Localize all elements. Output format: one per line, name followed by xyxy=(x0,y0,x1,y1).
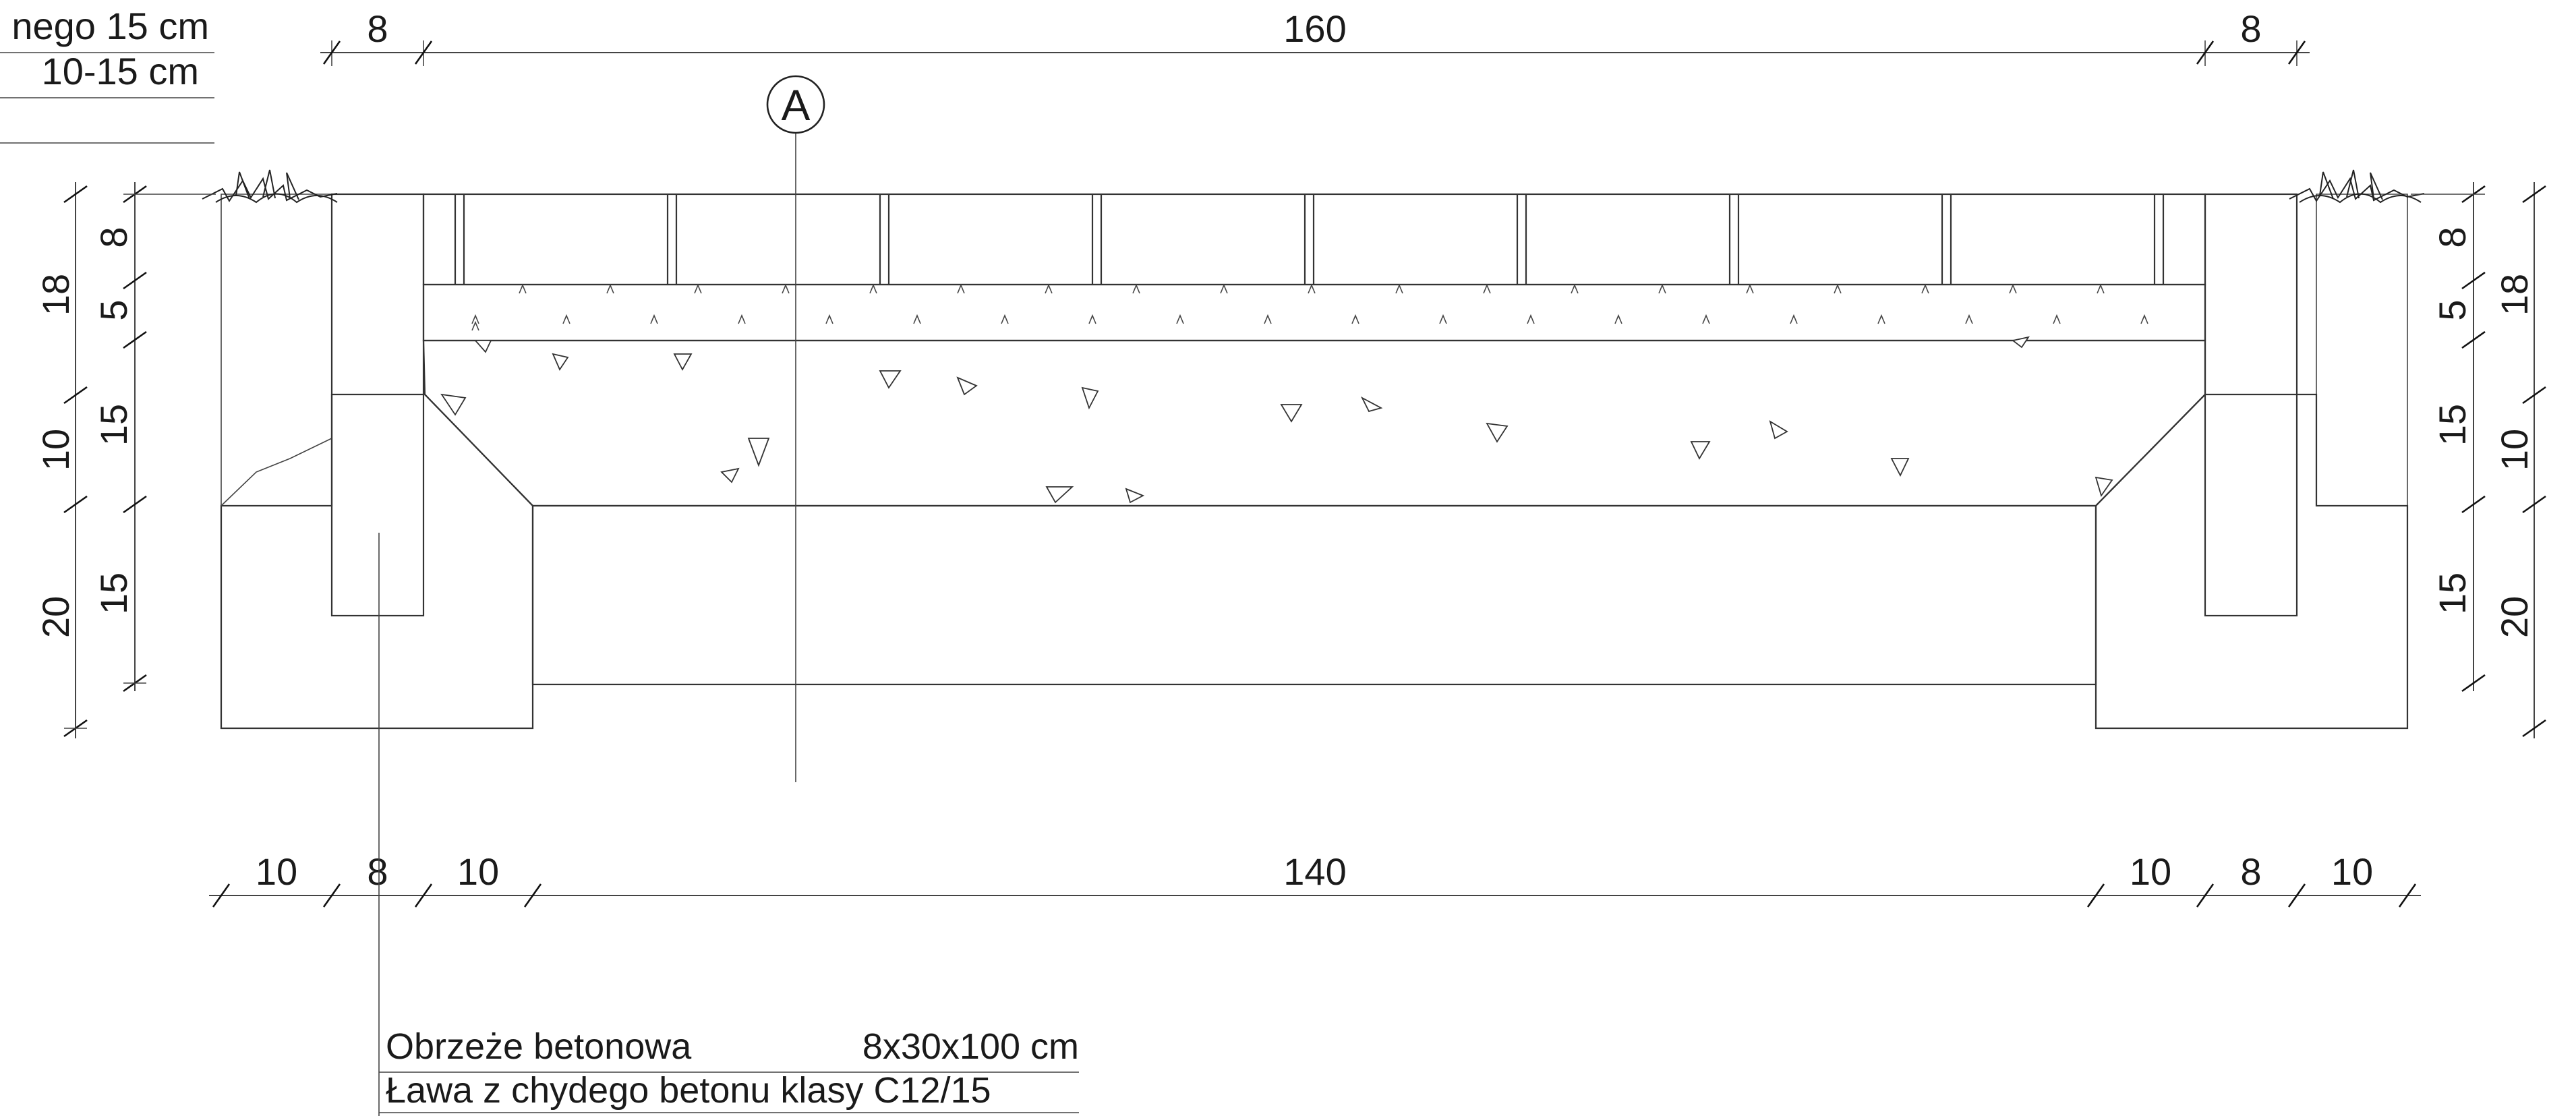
dim-left-outer-18: 18 xyxy=(34,274,77,316)
dim-left-outer-10: 10 xyxy=(34,429,77,471)
right-bench-fill xyxy=(2095,393,2409,730)
dim-bottom-1: 10 xyxy=(256,850,297,893)
dim-right-inner-15a: 15 xyxy=(2431,404,2473,446)
callout-bench: Ława z chydego betonu klasy C12/15 xyxy=(386,1070,991,1111)
aggregate-layer-fill xyxy=(422,339,2206,507)
section-body xyxy=(202,169,2425,730)
dimension-right: 8 5 15 15 18 10 20 xyxy=(2411,182,2546,738)
legend-top-left: nego 15 cm 10-15 cm xyxy=(0,5,214,144)
dim-right-inner-5: 5 xyxy=(2431,299,2473,320)
legend-row-2: 10-15 cm xyxy=(42,50,199,92)
dim-bottom-3: 10 xyxy=(457,850,499,893)
base-layer-fill xyxy=(531,504,2097,686)
callout-curb-name: Obrzeże betonowa xyxy=(386,1026,692,1067)
grass-right xyxy=(2289,169,2425,204)
dim-right-inner-15b: 15 xyxy=(2431,572,2473,614)
left-bench-fill xyxy=(220,393,534,730)
dim-top-left: 8 xyxy=(367,7,388,50)
bedding-marks xyxy=(471,283,2148,331)
dim-bottom-5: 10 xyxy=(2130,850,2171,893)
dim-bottom-7: 10 xyxy=(2331,850,2373,893)
dim-left-inner-8: 8 xyxy=(92,227,135,247)
dim-left-outer-20: 20 xyxy=(34,596,77,638)
dim-top-right: 8 xyxy=(2240,7,2261,50)
section-marker: A xyxy=(766,75,825,782)
dim-left-inner-15a: 15 xyxy=(92,404,135,446)
dim-bottom-4: 140 xyxy=(1283,850,1346,893)
left-soil-fill xyxy=(221,194,332,506)
dimension-left: 8 5 15 15 18 10 20 xyxy=(34,182,216,738)
section-marker-label: A xyxy=(782,81,811,129)
dim-bottom-6: 8 xyxy=(2240,850,2261,893)
dim-top-main: 160 xyxy=(1283,7,1346,50)
callout: Obrzeże betonowa 8x30x100 cm Ława z chyd… xyxy=(378,533,1079,1116)
dim-right-outer-20: 20 xyxy=(2493,596,2536,638)
grass-left xyxy=(202,169,338,204)
dim-left-inner-5: 5 xyxy=(92,299,135,320)
dim-right-outer-10: 10 xyxy=(2493,429,2536,471)
dim-left-inner-15b: 15 xyxy=(92,572,135,614)
dim-right-outer-18: 18 xyxy=(2493,274,2536,316)
dimension-top: 8 160 8 xyxy=(320,7,2310,66)
dim-right-inner-8: 8 xyxy=(2431,227,2473,247)
dim-bottom-2: 8 xyxy=(367,850,388,893)
paving-joints xyxy=(454,194,2165,285)
right-curb xyxy=(2204,193,2298,617)
dimension-bottom: 10 8 10 140 10 8 10 xyxy=(209,850,2421,908)
aggregate-stones xyxy=(440,336,2113,504)
callout-curb-size: 8x30x100 cm xyxy=(862,1026,1079,1067)
legend-row-1: nego 15 cm xyxy=(11,5,209,47)
left-curb xyxy=(330,193,425,617)
right-soil-fill xyxy=(2316,194,2408,506)
